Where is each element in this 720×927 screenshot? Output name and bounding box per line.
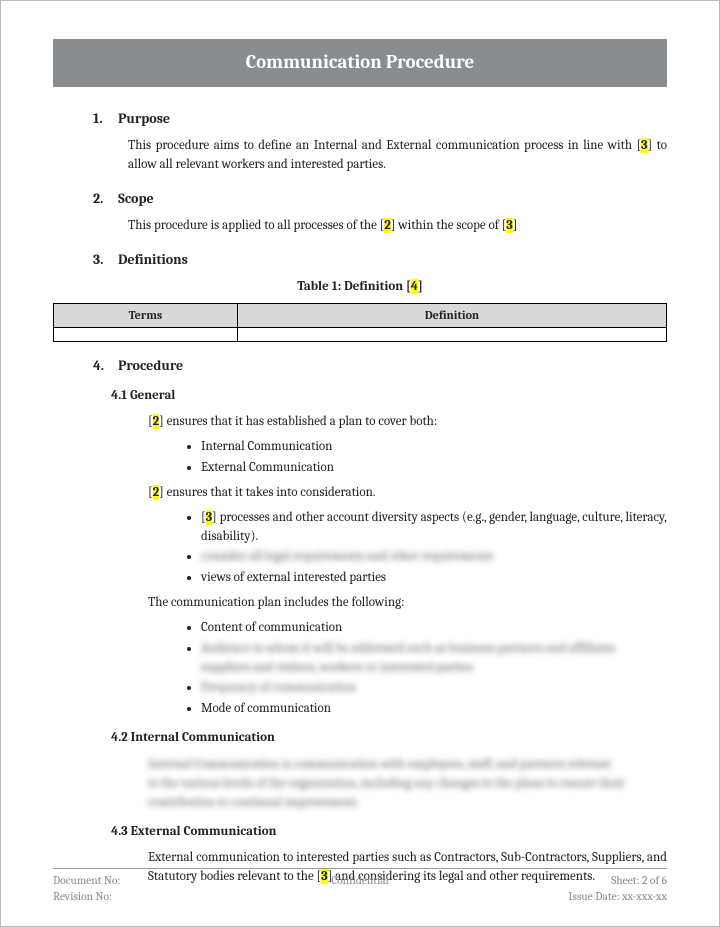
section-scope: 2. Scope This procedure is applied to al… <box>53 189 667 236</box>
ref-3: 3 <box>641 138 648 153</box>
ref-4: 4 <box>411 279 418 294</box>
list-item-blurred: Frequency of communication <box>201 679 667 698</box>
list-item: Mode of communication <box>201 700 667 719</box>
general-line2: [2] ensures that it takes into considera… <box>53 484 667 503</box>
footer-sheet: Sheet: 2 of 6 <box>462 873 667 890</box>
subsection-general: 4.1 General <box>53 387 667 406</box>
definitions-table: Terms Definition <box>53 303 667 342</box>
table-caption: Table 1: Definition [4] <box>53 278 667 297</box>
table-cell <box>237 328 666 342</box>
footer-confidential: Confidential <box>258 873 463 906</box>
list-item: Internal Communication <box>201 438 667 457</box>
scope-body: This procedure is applied to all process… <box>53 217 667 236</box>
ref-3: 3 <box>506 218 513 233</box>
bullet-list: [3] processes and other account diversit… <box>53 509 667 588</box>
section-heading: Procedure <box>118 357 183 374</box>
list-item-blurred: consider all legal requirements and othe… <box>201 548 667 567</box>
section-procedure: 4. Procedure 4.1 General [2] ensures tha… <box>53 356 667 887</box>
footer-issue-date: Issue Date: xx-xxx-xx <box>462 889 667 906</box>
section-number: 4. <box>93 356 115 376</box>
section-heading: Purpose <box>118 110 170 127</box>
footer-rev-no: Revision No: <box>53 889 258 906</box>
list-item-blurred: Audience to whom it will be addressed su… <box>201 640 667 678</box>
bullet-list: Internal Communication External Communic… <box>53 438 667 478</box>
general-line1: [2] ensures that it has established a pl… <box>53 413 667 432</box>
footer-doc-no: Document No: <box>53 873 258 890</box>
list-item: External Communication <box>201 459 667 478</box>
document-title: Communication Procedure <box>53 39 667 87</box>
section-purpose: 1. Purpose This procedure aims to define… <box>53 109 667 175</box>
table-cell <box>54 328 238 342</box>
bullet-list: Content of communication Audience to who… <box>53 619 667 719</box>
table-header-terms: Terms <box>54 303 238 327</box>
internal-body-blurred: Internal Communication is communication … <box>53 756 667 813</box>
subsection-external: 4.3 External Communication <box>53 823 667 842</box>
subsection-internal: 4.2 Internal Communication <box>53 729 667 748</box>
purpose-body: This procedure aims to define an Interna… <box>53 137 667 175</box>
general-line3: The communication plan includes the foll… <box>53 594 667 613</box>
section-heading: Scope <box>118 190 154 207</box>
list-item: [3] processes and other account diversit… <box>201 509 667 547</box>
section-definitions: 3. Definitions Table 1: Definition [4] T… <box>53 250 667 343</box>
list-item: views of external interested parties <box>201 569 667 588</box>
section-heading: Definitions <box>118 251 188 268</box>
ref-2: 2 <box>384 218 391 233</box>
list-item: Content of communication <box>201 619 667 638</box>
table-header-definition: Definition <box>237 303 666 327</box>
section-number: 2. <box>93 189 115 209</box>
section-number: 1. <box>93 109 115 129</box>
page-footer: Document No: Revision No: Confidential S… <box>53 868 667 906</box>
section-number: 3. <box>93 250 115 270</box>
